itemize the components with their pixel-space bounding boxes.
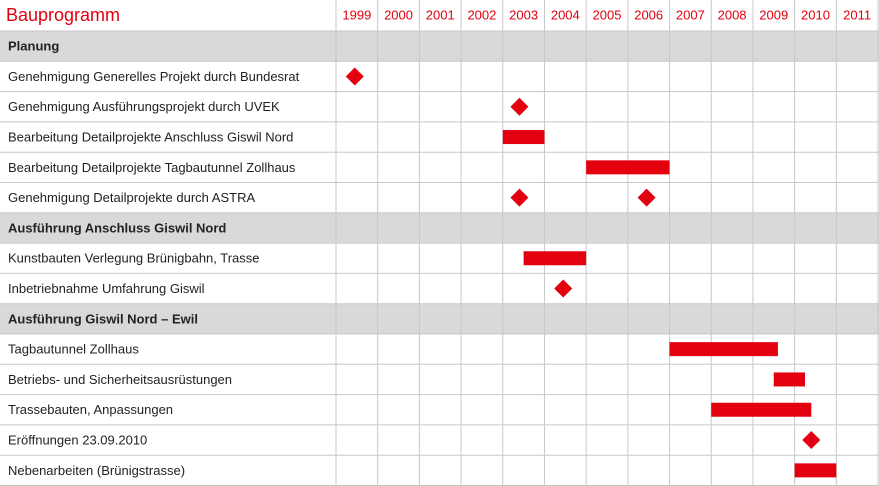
task-label: Genehmigung Detailprojekte durch ASTRA: [8, 190, 255, 205]
milestone: [510, 97, 529, 116]
task-bar: [711, 402, 812, 417]
task-bar: [523, 251, 587, 266]
task-label: Genehmigung Generelles Projekt durch Bun…: [8, 69, 300, 84]
x-tick-label: 2010: [801, 7, 830, 22]
task-label: Inbetriebnahme Umfahrung Giswil: [8, 281, 205, 296]
x-tick-label: 2007: [676, 7, 705, 22]
task-label: Kunstbauten Verlegung Brünigbahn, Trasse: [8, 251, 260, 266]
milestone: [345, 67, 364, 86]
task-bar: [794, 463, 837, 478]
x-tick-label: 2006: [634, 7, 663, 22]
milestone: [554, 279, 573, 298]
group-label: Ausführung Giswil Nord – Ewil: [8, 311, 198, 326]
group-label: Planung: [8, 39, 59, 54]
x-tick-label: 2004: [551, 7, 580, 22]
task-label: Nebenarbeiten (Brünigstrasse): [8, 463, 185, 478]
task-bar: [586, 160, 670, 175]
milestone: [802, 431, 821, 450]
group-label: Ausführung Anschluss Giswil Nord: [8, 220, 226, 235]
task-bar: [502, 130, 545, 145]
group-band: [0, 31, 879, 62]
task-label: Betriebs- und Sicherheitsausrüstungen: [8, 372, 232, 387]
task-label: Bearbeitung Detailprojekte Tagbautunnel …: [8, 160, 296, 175]
x-tick-label: 2005: [593, 7, 622, 22]
group-band: [0, 303, 879, 334]
chart-title: Bauprogramm: [6, 5, 120, 25]
task-label: Trassebauten, Anpassungen: [8, 402, 173, 417]
x-tick-label: 2003: [509, 7, 538, 22]
x-tick-label: 2011: [843, 7, 871, 22]
task-label: Eröffnungen 23.09.2010: [8, 432, 147, 447]
task-bar: [669, 342, 778, 357]
task-label: Genehmigung Ausführungsprojekt durch UVE…: [8, 99, 280, 114]
milestone: [510, 188, 529, 207]
task-label: Bearbeitung Detailprojekte Anschluss Gis…: [8, 129, 293, 144]
group-band: [0, 212, 879, 244]
task-label: Tagbautunnel Zollhaus: [8, 342, 139, 357]
x-tick-label: 1999: [342, 7, 371, 22]
x-tick-label: 2008: [718, 7, 747, 22]
task-bar: [773, 372, 806, 387]
x-tick-label: 2009: [759, 7, 788, 22]
x-tick-label: 2001: [426, 7, 455, 22]
x-tick-label: 2000: [384, 7, 413, 22]
x-tick-label: 2002: [467, 7, 496, 22]
milestone: [637, 188, 656, 207]
